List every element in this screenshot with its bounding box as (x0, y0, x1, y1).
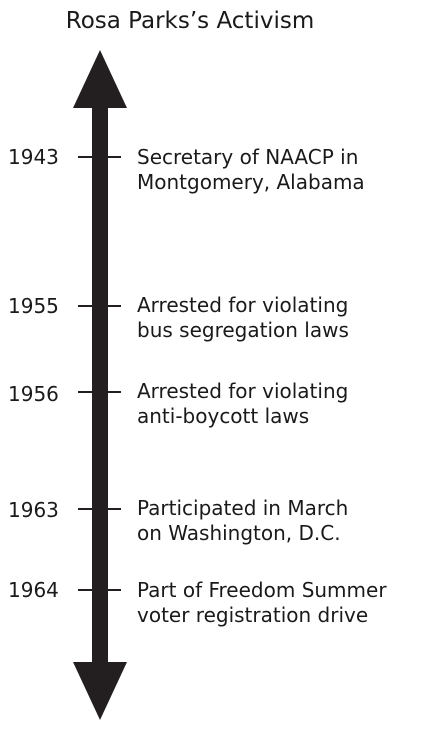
year-label-1943: 1943 (8, 145, 59, 169)
event-1964-line-2: voter registration drive (137, 603, 369, 627)
tick-marks (78, 156, 121, 591)
year-label-1955: 1955 (8, 294, 59, 318)
event-1955: Arrested for violating bus segregation l… (137, 293, 349, 343)
event-1943-line-2: Montgomery, Alabama (137, 170, 365, 194)
year-label-1964: 1964 (8, 578, 59, 602)
event-1955-line-1: Arrested for violating (137, 293, 349, 317)
event-1956-line-1: Arrested for violating (137, 379, 349, 403)
event-1943: Secretary of NAACP in Montgomery, Alabam… (137, 145, 365, 195)
year-label-1963: 1963 (8, 498, 59, 522)
event-1963-line-1: Participated in March (137, 496, 349, 520)
event-1955-line-2: bus segregation laws (137, 318, 349, 342)
event-1964: Part of Freedom Summer voter registratio… (137, 578, 387, 628)
timeline-title: Rosa Parks’s Activism (65, 8, 315, 34)
event-1943-line-1: Secretary of NAACP in (137, 145, 359, 169)
event-1956: Arrested for violating anti-boycott laws (137, 379, 348, 429)
timeline-arrow (73, 50, 127, 720)
event-1964-line-1: Part of Freedom Summer (137, 578, 387, 602)
year-label-1956: 1956 (8, 382, 59, 406)
event-1956-line-2: anti-boycott laws (137, 404, 310, 428)
event-1963: Participated in March on Washington, D.C… (137, 496, 348, 546)
event-1963-line-2: on Washington, D.C. (137, 521, 341, 545)
